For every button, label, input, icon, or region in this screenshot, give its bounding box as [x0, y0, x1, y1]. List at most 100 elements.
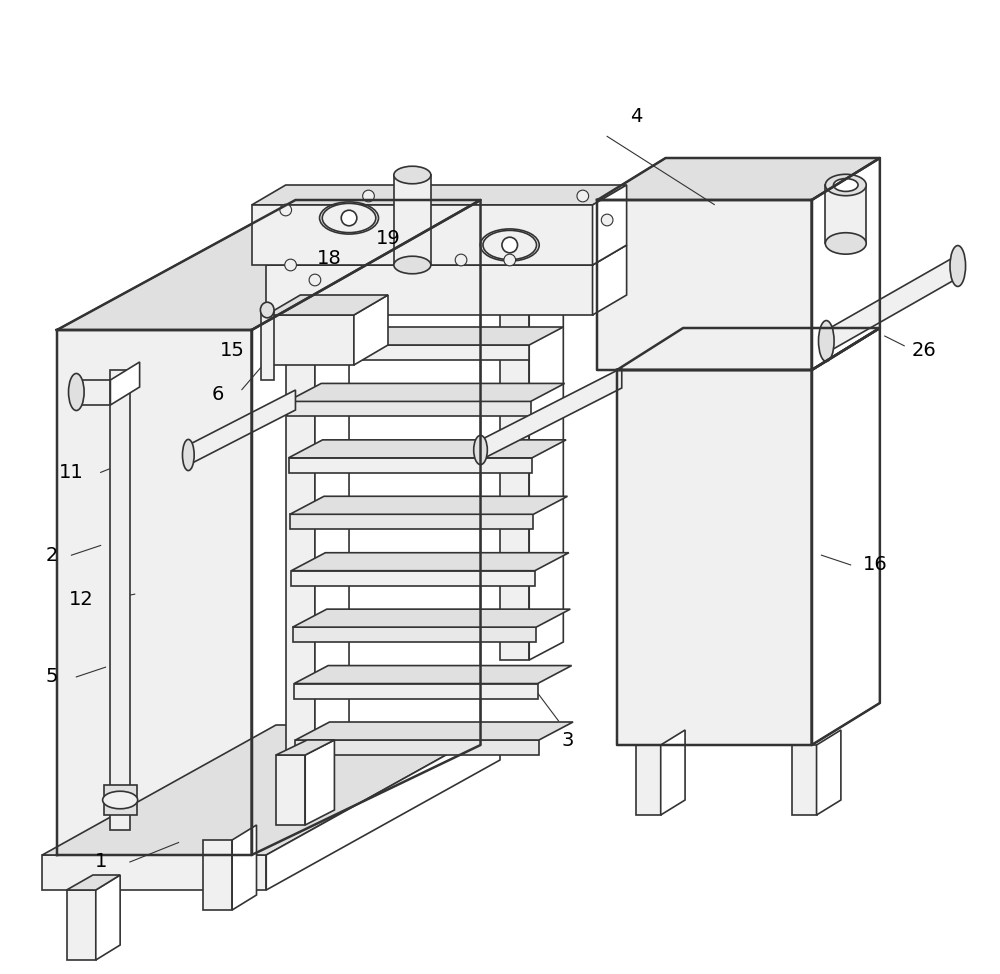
Text: 4: 4: [630, 107, 643, 127]
Polygon shape: [286, 327, 563, 345]
Text: 19: 19: [376, 229, 400, 248]
Polygon shape: [266, 315, 354, 365]
Polygon shape: [289, 440, 566, 458]
Polygon shape: [276, 755, 305, 825]
Polygon shape: [276, 740, 334, 755]
Polygon shape: [617, 328, 880, 370]
Polygon shape: [295, 740, 539, 755]
Polygon shape: [104, 785, 137, 815]
Ellipse shape: [474, 435, 487, 465]
Polygon shape: [67, 890, 96, 960]
Polygon shape: [500, 230, 529, 660]
Polygon shape: [792, 745, 817, 815]
Polygon shape: [305, 740, 334, 825]
Polygon shape: [188, 390, 295, 465]
Text: 16: 16: [863, 555, 887, 575]
Text: 3: 3: [562, 730, 574, 750]
Polygon shape: [290, 497, 567, 514]
Polygon shape: [57, 330, 252, 855]
Ellipse shape: [394, 256, 431, 274]
Polygon shape: [293, 609, 570, 627]
Ellipse shape: [69, 373, 84, 410]
Polygon shape: [286, 330, 315, 760]
Polygon shape: [294, 684, 538, 698]
Text: 11: 11: [59, 463, 84, 482]
Circle shape: [285, 259, 296, 271]
Circle shape: [577, 190, 589, 202]
Polygon shape: [252, 200, 481, 855]
Polygon shape: [295, 722, 573, 740]
Circle shape: [341, 210, 357, 226]
Circle shape: [309, 274, 321, 285]
Polygon shape: [593, 245, 627, 315]
Polygon shape: [110, 362, 140, 405]
Ellipse shape: [950, 245, 966, 286]
Polygon shape: [315, 312, 349, 760]
Circle shape: [504, 254, 516, 266]
Polygon shape: [42, 855, 266, 890]
Polygon shape: [287, 401, 531, 417]
Polygon shape: [203, 840, 232, 910]
Polygon shape: [290, 514, 533, 529]
Polygon shape: [617, 370, 812, 745]
Polygon shape: [529, 212, 563, 660]
Polygon shape: [110, 370, 130, 830]
Circle shape: [280, 205, 292, 216]
Ellipse shape: [825, 233, 866, 254]
Text: 2: 2: [46, 545, 58, 565]
Polygon shape: [286, 345, 529, 360]
Polygon shape: [481, 368, 622, 460]
Polygon shape: [597, 200, 812, 370]
Text: 5: 5: [46, 667, 58, 687]
Polygon shape: [291, 552, 569, 571]
Circle shape: [455, 254, 467, 266]
Polygon shape: [291, 571, 535, 585]
Polygon shape: [266, 265, 593, 315]
Polygon shape: [593, 185, 627, 265]
Text: 15: 15: [220, 341, 245, 360]
Circle shape: [502, 238, 518, 253]
Polygon shape: [293, 627, 536, 642]
Polygon shape: [57, 200, 481, 330]
Polygon shape: [597, 158, 880, 200]
Polygon shape: [294, 665, 572, 684]
Text: 12: 12: [69, 589, 94, 609]
Polygon shape: [817, 730, 841, 815]
Ellipse shape: [833, 178, 858, 192]
Ellipse shape: [394, 167, 431, 184]
Polygon shape: [287, 384, 565, 401]
Polygon shape: [266, 245, 627, 265]
Polygon shape: [289, 458, 532, 472]
Text: 26: 26: [911, 341, 936, 360]
Text: 1: 1: [94, 852, 107, 872]
Polygon shape: [42, 725, 500, 855]
Polygon shape: [661, 730, 685, 815]
Text: 18: 18: [317, 248, 342, 268]
Ellipse shape: [322, 204, 376, 233]
Circle shape: [601, 214, 613, 226]
Ellipse shape: [818, 320, 834, 361]
Ellipse shape: [825, 174, 866, 196]
Ellipse shape: [260, 302, 274, 318]
Ellipse shape: [103, 791, 138, 808]
Polygon shape: [636, 745, 661, 815]
Polygon shape: [354, 295, 388, 365]
Ellipse shape: [182, 439, 194, 470]
Polygon shape: [812, 328, 880, 745]
Polygon shape: [826, 255, 958, 353]
Polygon shape: [394, 175, 431, 265]
Polygon shape: [252, 185, 627, 205]
Polygon shape: [266, 295, 388, 315]
Polygon shape: [812, 158, 880, 370]
Text: 6: 6: [211, 385, 224, 404]
Polygon shape: [232, 825, 256, 910]
Circle shape: [363, 190, 374, 202]
Polygon shape: [252, 205, 593, 265]
Polygon shape: [67, 875, 120, 890]
Polygon shape: [261, 310, 274, 380]
Polygon shape: [825, 185, 866, 244]
Polygon shape: [96, 875, 120, 960]
Polygon shape: [76, 380, 110, 405]
Ellipse shape: [483, 231, 537, 260]
Polygon shape: [266, 725, 500, 890]
